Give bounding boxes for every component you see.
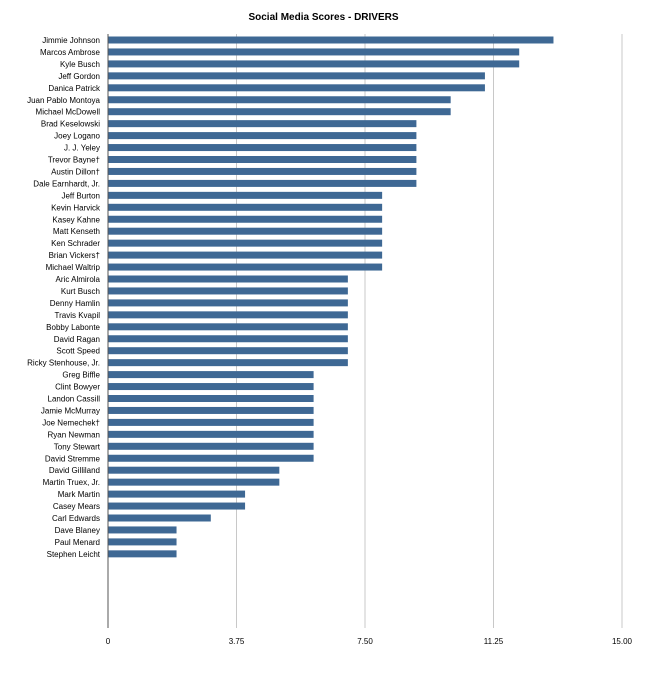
category-label: Danica Patrick bbox=[48, 84, 101, 93]
category-label: Juan Pablo Montoya bbox=[27, 96, 100, 105]
category-label: Michael Waltrip bbox=[46, 263, 101, 272]
x-tick-label: 3.75 bbox=[229, 637, 245, 646]
x-tick-label: 15.00 bbox=[612, 637, 633, 646]
bar bbox=[108, 442, 314, 450]
bar bbox=[108, 144, 417, 152]
category-label: Paul Menard bbox=[55, 538, 100, 547]
bar bbox=[108, 227, 383, 235]
x-tick-label: 7.50 bbox=[357, 637, 373, 646]
bar bbox=[108, 359, 348, 367]
bar bbox=[108, 335, 348, 343]
bars bbox=[108, 36, 554, 558]
x-axis-ticks: 0 3.75 7.50 11.25 15.00 bbox=[106, 637, 633, 646]
bar bbox=[108, 502, 246, 510]
bar bbox=[108, 430, 314, 438]
chart-title: Social Media Scores - DRIVERS bbox=[248, 12, 399, 23]
bar bbox=[108, 275, 348, 283]
bar bbox=[108, 132, 417, 140]
bar bbox=[108, 287, 348, 295]
category-label: Matt Kenseth bbox=[53, 227, 100, 236]
x-tick-label: 0 bbox=[106, 637, 111, 646]
category-label: J. J. Yeley bbox=[64, 144, 100, 153]
category-label: Stephen Leicht bbox=[47, 550, 101, 559]
bar bbox=[108, 418, 314, 426]
bar bbox=[108, 454, 314, 462]
bar bbox=[108, 203, 383, 211]
bar bbox=[108, 550, 177, 558]
bar bbox=[108, 179, 417, 187]
bar bbox=[108, 395, 314, 402]
category-label: David Gilliland bbox=[49, 466, 100, 475]
category-label: Kyle Busch bbox=[60, 60, 100, 69]
category-label: David Ragan bbox=[54, 335, 100, 344]
category-label: Kevin Harvick bbox=[51, 203, 101, 212]
category-label: Martin Truex, Jr. bbox=[43, 478, 100, 487]
category-label: Casey Mears bbox=[53, 502, 100, 511]
category-label: Dave Blaney bbox=[55, 526, 100, 535]
category-label: Marcos Ambrose bbox=[40, 48, 101, 57]
bar bbox=[108, 323, 348, 331]
category-label: Ricky Stenhouse, Jr. bbox=[27, 359, 100, 368]
bar bbox=[108, 239, 383, 247]
category-label: Joey Logano bbox=[54, 132, 100, 141]
category-label: Dale Earnhardt, Jr. bbox=[33, 179, 100, 188]
bar bbox=[108, 538, 177, 546]
bar bbox=[108, 84, 485, 92]
category-label: Ken Schrader bbox=[51, 239, 100, 248]
bar bbox=[108, 514, 211, 522]
bar bbox=[108, 215, 383, 223]
bar bbox=[108, 156, 417, 163]
bar bbox=[108, 167, 417, 175]
category-label: Brian Vickers† bbox=[49, 251, 100, 260]
bar bbox=[108, 490, 246, 498]
category-label: David Stremme bbox=[45, 454, 101, 463]
bar bbox=[108, 406, 314, 414]
category-label: Trevor Bayne† bbox=[48, 156, 100, 165]
category-label: Austin Dillon† bbox=[51, 167, 100, 176]
category-label: Tony Stewart bbox=[54, 442, 101, 451]
category-label: Jamie McMurray bbox=[41, 406, 100, 415]
bar bbox=[108, 191, 383, 199]
bar bbox=[108, 263, 383, 271]
category-label: Michael McDowell bbox=[36, 108, 101, 117]
category-label: Kasey Kahne bbox=[52, 215, 100, 224]
category-label: Clint Bowyer bbox=[55, 383, 100, 392]
category-labels: Jimmie Johnson Marcos Ambrose Kyle Busch Je… bbox=[27, 36, 101, 559]
x-tick-label: 11.25 bbox=[484, 637, 504, 646]
bar bbox=[108, 120, 417, 128]
bar bbox=[108, 371, 314, 379]
category-label: Joe Nemechek† bbox=[42, 418, 100, 427]
bar bbox=[108, 251, 383, 259]
bar bbox=[108, 96, 451, 104]
bar bbox=[108, 299, 348, 307]
category-label: Scott Speed bbox=[56, 347, 100, 356]
bar bbox=[108, 72, 485, 80]
category-label: Greg Biffle bbox=[62, 371, 100, 380]
bar bbox=[108, 108, 451, 116]
category-label: Landon Cassill bbox=[48, 395, 101, 404]
bar bbox=[108, 48, 520, 56]
category-label: Brad Keselowski bbox=[41, 120, 100, 129]
category-label: Kurt Busch bbox=[61, 287, 100, 296]
bar bbox=[108, 347, 348, 355]
category-label: Carl Edwards bbox=[52, 514, 100, 523]
bar bbox=[108, 311, 348, 319]
category-label: Travis Kvapil bbox=[55, 311, 101, 320]
category-label: Ryan Newman bbox=[48, 430, 100, 439]
bar bbox=[108, 60, 520, 68]
bar bbox=[108, 383, 314, 391]
category-label: Denny Hamlin bbox=[50, 299, 100, 308]
bar bbox=[108, 36, 554, 44]
category-label: Mark Martin bbox=[58, 490, 100, 499]
category-label: Jimmie Johnson bbox=[42, 36, 100, 45]
category-label: Aric Almirola bbox=[56, 275, 101, 284]
bar bbox=[108, 526, 177, 534]
category-label: Bobby Labonte bbox=[46, 323, 100, 332]
bar bbox=[108, 466, 280, 474]
category-label: Jeff Gordon bbox=[58, 72, 100, 81]
bar bbox=[108, 478, 280, 486]
category-label: Jeff Burton bbox=[61, 191, 100, 200]
